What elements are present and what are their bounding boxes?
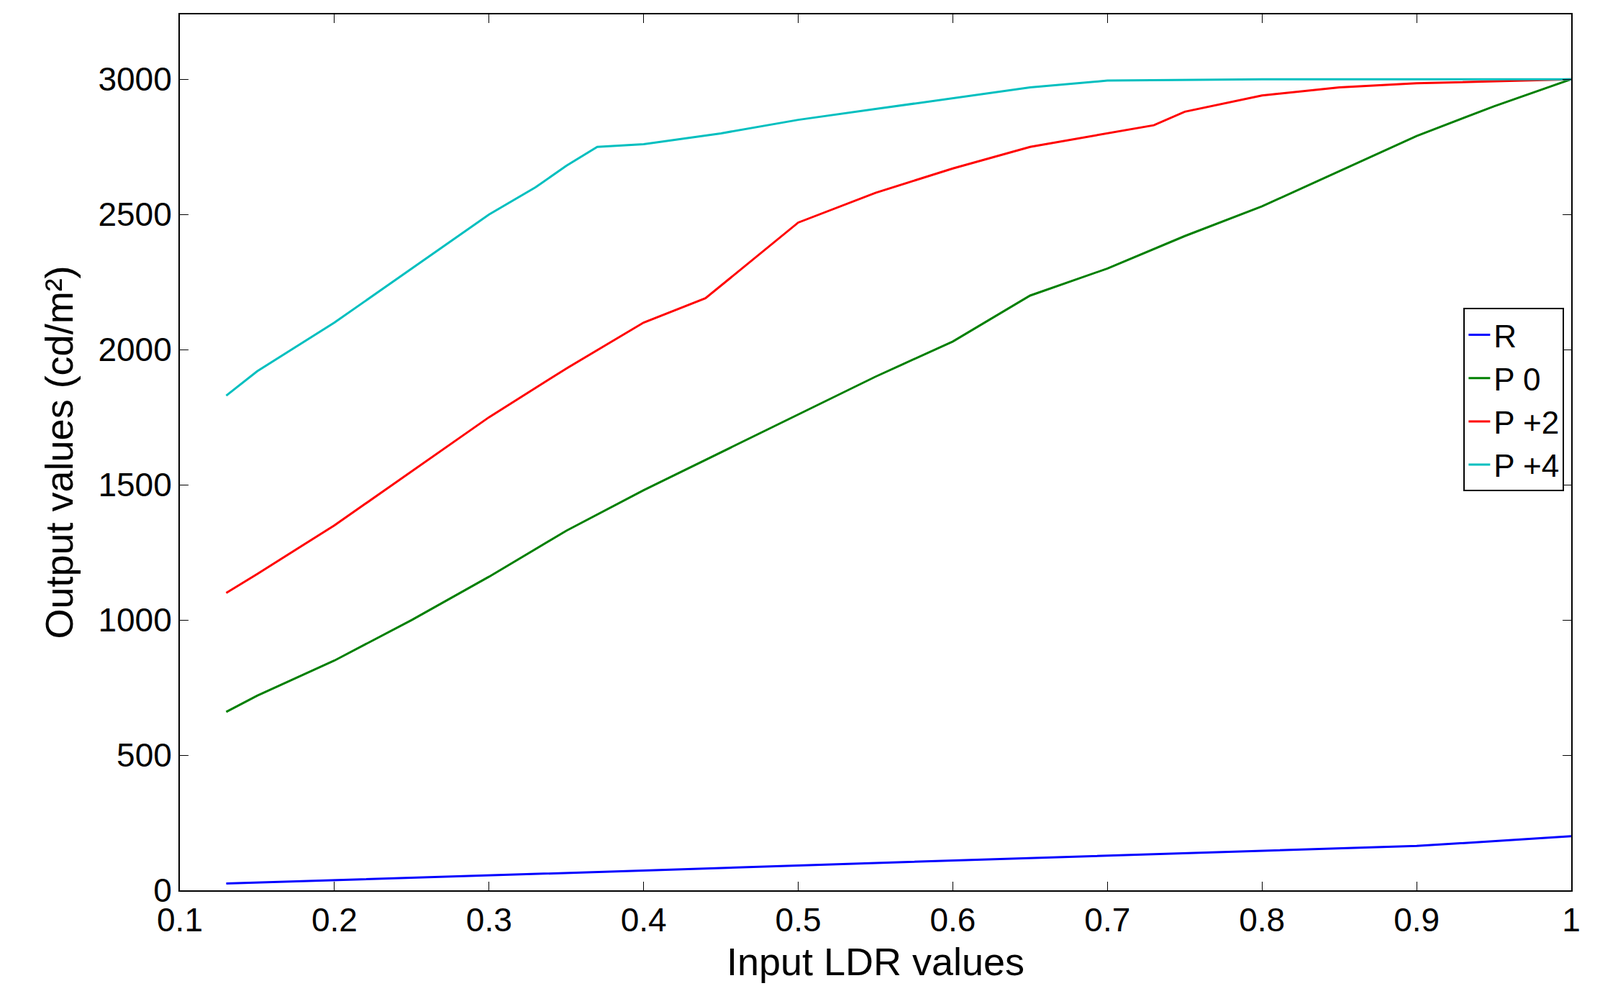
svg-text:Input LDR values: Input LDR values	[726, 940, 1025, 984]
svg-text:P +4: P +4	[1493, 448, 1559, 484]
svg-text:0.8: 0.8	[1238, 901, 1285, 939]
svg-text:0.3: 0.3	[466, 901, 513, 939]
svg-text:2500: 2500	[97, 195, 172, 234]
svg-text:R: R	[1493, 318, 1517, 354]
svg-text:P 0: P 0	[1493, 361, 1541, 398]
svg-text:0.4: 0.4	[620, 901, 667, 939]
svg-text:0.9: 0.9	[1393, 901, 1440, 939]
svg-text:0.1: 0.1	[156, 901, 203, 939]
svg-text:0.6: 0.6	[929, 901, 976, 939]
svg-text:3000: 3000	[97, 60, 172, 98]
svg-text:P +2: P +2	[1493, 405, 1559, 441]
svg-text:1500: 1500	[97, 466, 172, 504]
svg-text:1: 1	[1561, 901, 1581, 939]
svg-text:0.5: 0.5	[775, 901, 822, 939]
svg-text:Output values (cd/m²): Output values (cd/m²)	[37, 265, 81, 639]
svg-text:2000: 2000	[97, 330, 172, 369]
svg-text:500: 500	[116, 736, 172, 775]
svg-text:0: 0	[153, 871, 172, 910]
svg-text:0.2: 0.2	[311, 901, 358, 939]
svg-text:0.7: 0.7	[1084, 901, 1131, 939]
svg-text:1000: 1000	[97, 601, 172, 639]
